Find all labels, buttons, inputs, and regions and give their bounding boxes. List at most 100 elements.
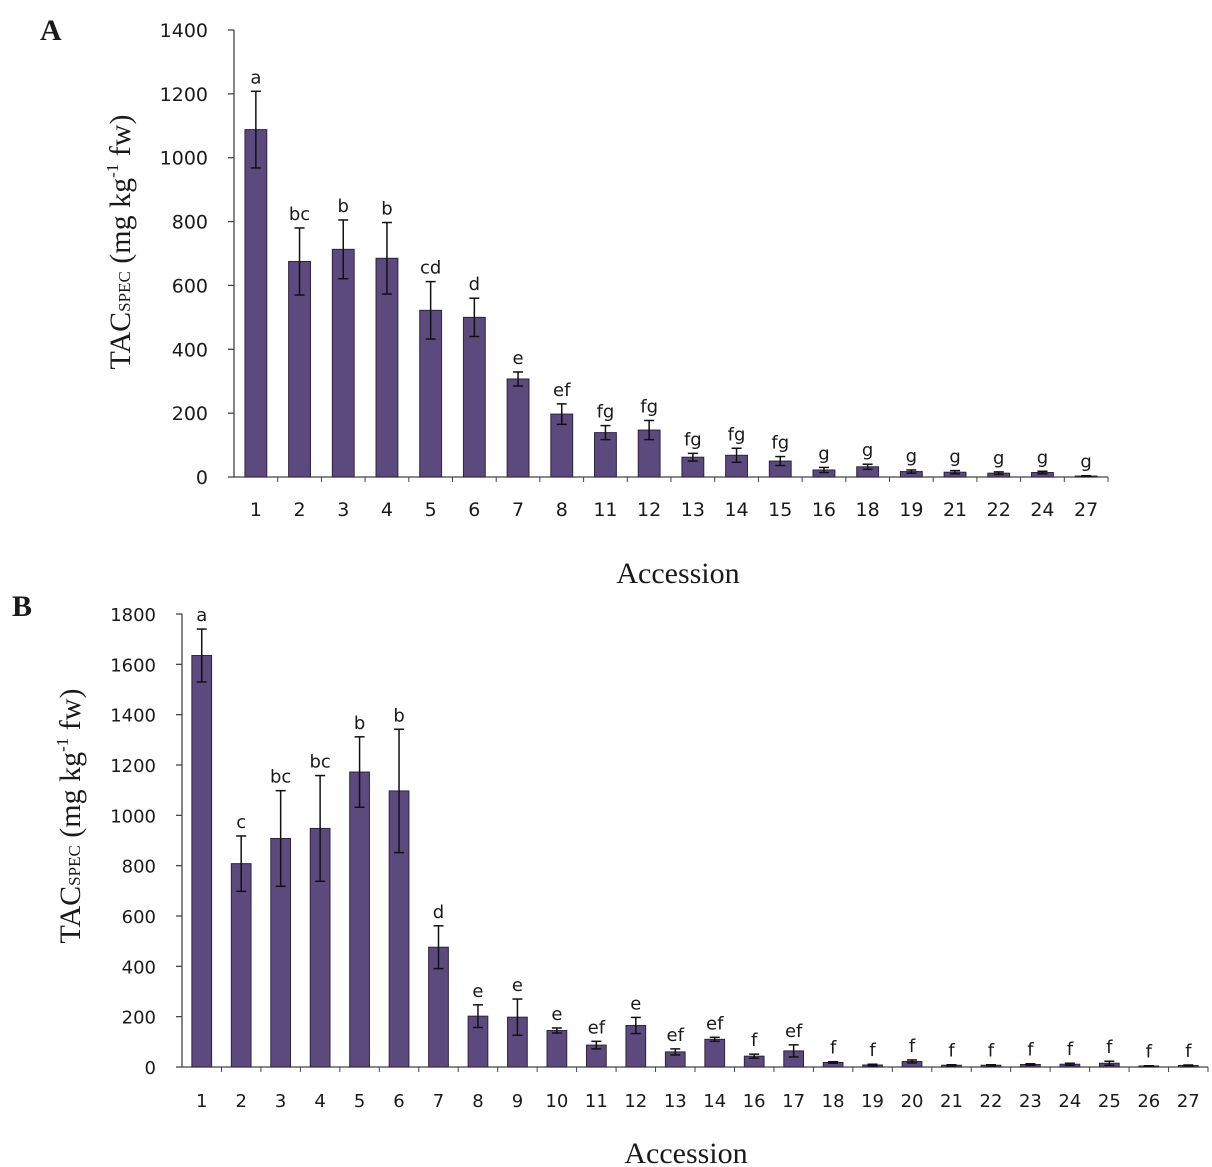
panel-a-y-title-end: fw) (104, 115, 137, 164)
panel-a-y-tick-label: 1200 (160, 84, 208, 106)
panel-b-y-title-sub: SPEC (65, 845, 84, 886)
panel-b-x-tick-label: 9 (512, 1091, 523, 1112)
panel-b-y-tick-label: 1000 (110, 806, 156, 827)
panel-a-x-tick-label: 4 (381, 499, 393, 521)
panel-b-significance-letter: f (909, 1036, 916, 1057)
panel-a-significance-letter: bc (289, 204, 310, 225)
panel-a-x-tick-label: 1 (250, 499, 262, 521)
panel-a-significance-letter: g (949, 447, 960, 468)
panel-a-x-tick-label: 16 (812, 499, 836, 521)
panel-a-y-tick-label: 400 (172, 339, 208, 361)
panel-a-significance-letter: d (469, 274, 480, 295)
panel-a-significance-letter: fg (597, 402, 615, 423)
panel-a-y-tick-label: 200 (172, 403, 208, 425)
panel-a-significance-letter: fg (771, 433, 789, 454)
panel-b-significance-letter: ef (706, 1013, 724, 1034)
panel-a-y-title-sup: -1 (103, 164, 122, 178)
chart-panel-b: B 0 200 400 600 800 1000 1200 1400 1600 1800 a 1 c 2 bc… (0, 590, 1212, 1167)
panel-a-significance-letter: b (338, 196, 349, 217)
panel-b-y-tick-label: 800 (122, 857, 156, 878)
panel-b-bar (705, 1039, 725, 1067)
panel-b-significance-letter: f (751, 1030, 758, 1051)
panel-a-x-tick-label: 7 (512, 499, 524, 521)
panel-a-significance-letter: cd (420, 258, 441, 279)
panel-b-significance-letter: f (1067, 1039, 1074, 1060)
panel-b-significance-letter: e (551, 1004, 562, 1025)
panel-b-x-tick-label: 2 (235, 1091, 246, 1112)
panel-b-y-axis-title-group: TACSPEC (mg kg-1 fw) (53, 689, 87, 944)
panel-b-y-tick-label: 200 (122, 1008, 156, 1029)
panel-b-y-tick-label: 1400 (110, 706, 156, 727)
panel-b-x-tick-label: 26 (1137, 1091, 1160, 1112)
panel-b-y-tick-label: 1600 (110, 655, 156, 676)
panel-b-significance-letter: f (1146, 1042, 1153, 1063)
panel-b-y-tick-label: 400 (122, 957, 156, 978)
panel-b-significance-letter: f (830, 1038, 837, 1059)
panel-a-y-title-sub: SPEC (115, 271, 134, 312)
panel-a-bar (332, 249, 354, 477)
panel-b-significance-letter: bc (270, 767, 291, 788)
panel-b-x-tick-label: 11 (585, 1091, 608, 1112)
panel-a-x-tick-label: 19 (899, 499, 923, 521)
panel-b-significance-letter: e (630, 993, 641, 1014)
panel-a-y-tick-label: 1000 (160, 148, 208, 170)
panel-a-significance-letter: fg (728, 424, 746, 445)
panel-b-x-tick-label: 17 (782, 1091, 805, 1112)
panel-b-significance-letter: f (948, 1041, 955, 1062)
panel-a-x-tick-label: 15 (768, 499, 792, 521)
panel-b-x-tick-label: 3 (275, 1091, 286, 1112)
panel-a-bar (463, 317, 485, 477)
panel-b-x-tick-label: 10 (545, 1091, 568, 1112)
panel-b-x-tick-label: 19 (861, 1091, 884, 1112)
panel-a-x-tick-label: 6 (468, 499, 480, 521)
panel-a-x-tick-label: 3 (337, 499, 349, 521)
panel-a-y-axis-title-group: TACSPEC (mg kg-1 fw) (103, 115, 137, 370)
panel-b-x-tick-label: 6 (393, 1091, 404, 1112)
panel-b-y-title-end: fw) (54, 689, 87, 738)
panel-b-x-tick-label: 18 (822, 1091, 845, 1112)
panel-b-significance-letter: b (354, 713, 365, 734)
panel-b-significance-letter: c (236, 812, 246, 833)
panel-b-x-tick-label: 27 (1177, 1091, 1200, 1112)
panel-b-x-tick-label: 7 (433, 1091, 444, 1112)
panel-b-x-tick-label: 14 (703, 1091, 726, 1112)
panel-a-x-tick-label: 21 (943, 499, 967, 521)
panel-a-bar (245, 130, 267, 477)
panel-b-label: B (12, 590, 32, 623)
panel-b-y-tick-label: 600 (122, 907, 156, 928)
panel-a-significance-letter: g (993, 448, 1004, 469)
panel-a-x-tick-label: 14 (724, 499, 748, 521)
panel-b-significance-letter: ef (667, 1025, 685, 1046)
panel-a-x-tick-label: 18 (856, 499, 880, 521)
panel-b-x-tick-label: 4 (314, 1091, 325, 1112)
panel-b-x-tick-label: 21 (940, 1091, 963, 1112)
panel-a-significance-letter: g (1080, 452, 1091, 473)
panel-a-significance-letter: b (381, 199, 392, 220)
panel-a-x-tick-label: 13 (681, 499, 705, 521)
panel-a-significance-letter: e (513, 348, 524, 369)
panel-a-x-axis-title: Accession (616, 557, 739, 590)
panel-a-y-tick-label: 600 (172, 275, 208, 297)
panel-a-x-tick-label: 22 (987, 499, 1011, 521)
panel-b-x-tick-label: 22 (980, 1091, 1003, 1112)
panel-a-significance-letter: fg (684, 429, 702, 450)
panel-a-bar (507, 379, 529, 477)
panel-b-significance-letter: a (196, 605, 207, 626)
panel-b-x-tick-label: 20 (901, 1091, 924, 1112)
panel-b-significance-letter: d (433, 902, 444, 923)
chart-panel-a: A 0 200 400 600 800 1000 1200 1400 a 1 bc 2 b 3 b 4 cd 5 d 6… (0, 0, 1212, 590)
panel-a-x-tick-label: 27 (1074, 499, 1098, 521)
panel-b-y-tick-label: 1800 (110, 605, 156, 626)
panel-a-y-title-main: TAC (104, 312, 137, 370)
panel-b-x-tick-label: 25 (1098, 1091, 1121, 1112)
panel-b-x-tick-label: 12 (624, 1091, 647, 1112)
panel-b-y-axis-title: TACSPEC (mg kg-1 fw) (53, 689, 87, 944)
panel-a-significance-letter: ef (553, 380, 571, 401)
panel-b-significance-letter: e (512, 975, 523, 996)
panel-b-significance-letter: f (869, 1040, 876, 1061)
panel-a-significance-letter: a (250, 67, 261, 88)
panel-b-x-tick-label: 23 (1019, 1091, 1042, 1112)
panel-a-y-tick-label: 800 (172, 212, 208, 234)
panel-a-significance-letter: g (906, 446, 917, 467)
